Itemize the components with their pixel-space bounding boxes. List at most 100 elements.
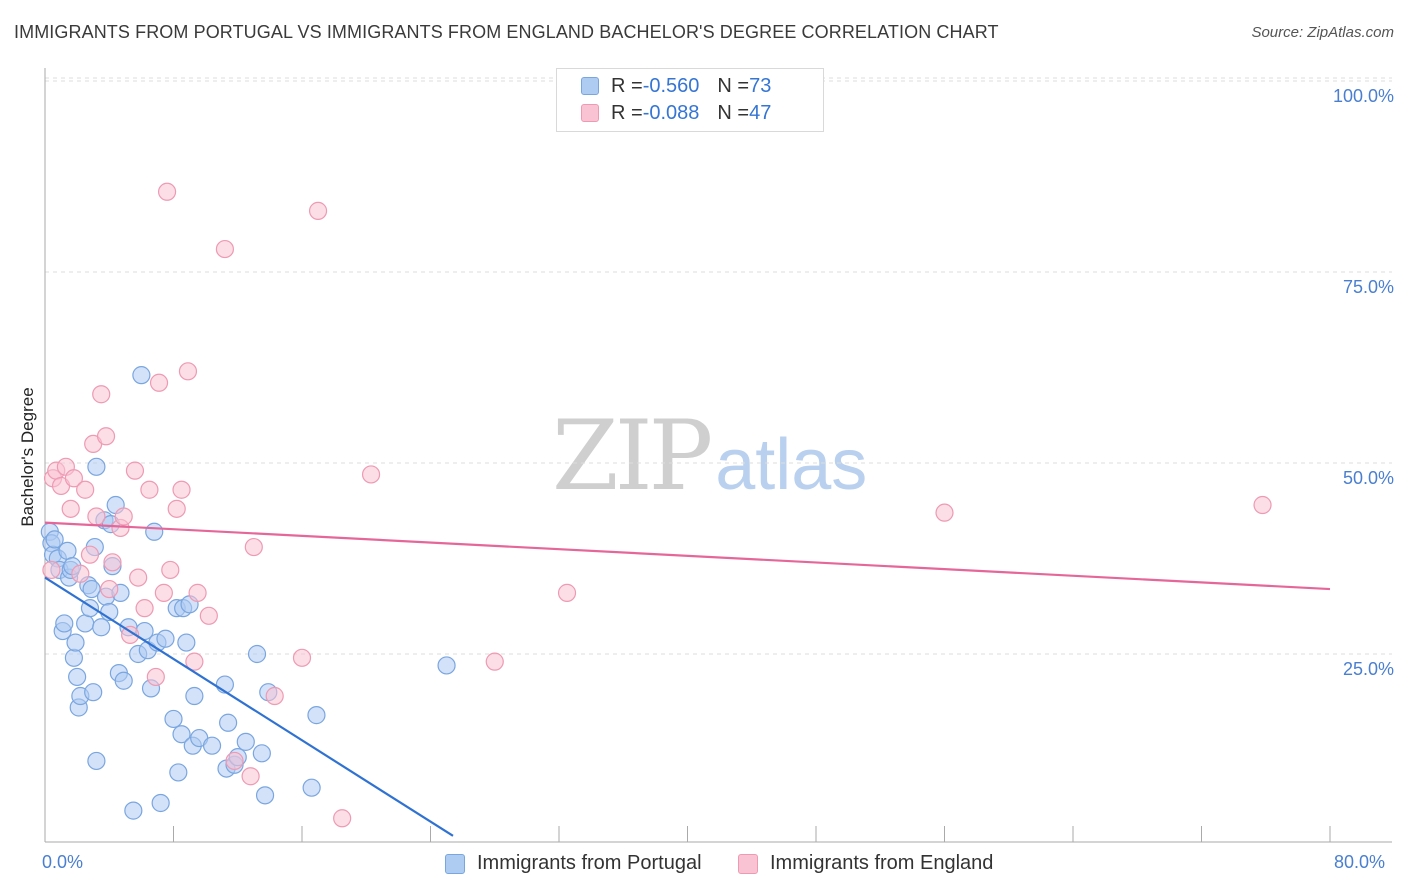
england-point	[129, 568, 148, 587]
england-point	[361, 465, 381, 484]
england-point	[61, 499, 80, 518]
portugal-point	[302, 778, 321, 797]
england-point	[135, 599, 154, 618]
legend-item-portugal[interactable]: Immigrants from Portugal	[445, 852, 702, 875]
portugal-point	[114, 671, 133, 690]
england-point	[80, 545, 100, 564]
portugal-point	[87, 457, 106, 476]
chart-title: IMMIGRANTS FROM PORTUGAL VS IMMIGRANTS F…	[14, 22, 999, 42]
england-point	[225, 751, 244, 771]
grid-layer	[45, 77, 1392, 655]
legend-r-value: -0.088	[642, 101, 700, 124]
england-point	[161, 560, 180, 580]
portugal-trend-line	[44, 576, 454, 837]
portugal-point	[236, 732, 255, 751]
england-point	[178, 362, 198, 381]
portugal-point	[164, 709, 183, 729]
portugal-point	[177, 633, 196, 652]
portugal-point	[437, 656, 456, 675]
england-swatch	[581, 104, 599, 122]
england-point	[64, 469, 84, 488]
portugal-point	[68, 667, 87, 687]
portugal-point	[87, 751, 106, 771]
england-point	[92, 385, 111, 404]
legend-n-value: 73	[749, 74, 772, 97]
y-tick-label-25: 25.0%	[1342, 659, 1394, 679]
england-point	[244, 537, 263, 557]
england-point	[125, 461, 145, 480]
y-tick-label-100: 100.0%	[1332, 86, 1394, 106]
england-point	[100, 579, 119, 599]
portugal-point	[82, 579, 101, 599]
legend-row-portugal: R = -0.560 N = 73	[581, 74, 771, 98]
portugal-point	[84, 683, 103, 702]
england-point	[557, 583, 577, 602]
correlation-legend: R = -0.560 N = 73 R = -0.088 N = 47	[556, 68, 824, 132]
legend-label-england: Immigrants from England	[770, 852, 994, 874]
portugal-point	[124, 801, 143, 820]
england-point	[103, 553, 122, 572]
england-point	[121, 625, 140, 645]
england-point	[154, 583, 173, 602]
points-layer	[40, 182, 1272, 828]
england-point	[215, 239, 234, 259]
portugal-point	[169, 763, 188, 782]
portugal-point	[172, 725, 191, 744]
england-point	[42, 560, 61, 580]
legend-label-portugal: Immigrants from Portugal	[477, 852, 702, 874]
portugal-point	[66, 633, 85, 652]
legend-r-label: R =	[611, 74, 643, 97]
watermark-atlas: atlas	[715, 425, 868, 505]
watermark-zip: ZIP	[552, 400, 713, 512]
england-point	[485, 652, 504, 671]
england-point	[157, 182, 177, 201]
england-legend-swatch	[738, 853, 758, 874]
portugal-point	[185, 686, 204, 706]
portugal-point	[76, 614, 95, 633]
portugal-point	[247, 644, 267, 664]
portugal-point	[92, 618, 111, 637]
england-point	[149, 373, 169, 392]
england-point	[188, 583, 207, 602]
england-point	[146, 667, 165, 687]
trend-layer	[44, 521, 1331, 837]
legend-row-england: R = -0.088 N = 47	[581, 101, 771, 125]
portugal-point	[307, 706, 326, 725]
england-point	[265, 686, 284, 706]
portugal-point	[151, 793, 170, 813]
x-tick-label-max: 80.0%	[1334, 852, 1386, 872]
x-tick-label-min: 0.0%	[42, 852, 84, 872]
england-point	[167, 499, 186, 518]
y-axis-label: Bachelor's Degree	[18, 387, 37, 527]
portugal-point	[156, 629, 175, 648]
england-point	[308, 201, 328, 220]
england-point	[71, 564, 90, 583]
y-tick-label-50: 50.0%	[1342, 468, 1394, 488]
england-point	[199, 606, 218, 625]
legend-n-label: N =	[717, 101, 750, 124]
portugal-legend-swatch	[445, 853, 465, 874]
legend-r-value: -0.560	[642, 74, 700, 97]
england-point	[76, 480, 95, 499]
england-point	[292, 648, 312, 667]
portugal-point	[145, 522, 164, 541]
y-tick-label-75: 75.0%	[1342, 277, 1394, 297]
legend-n-value: 47	[749, 101, 772, 124]
portugal-point	[202, 736, 222, 755]
england-point	[1253, 495, 1272, 515]
england-point	[87, 507, 106, 526]
legend-r-label: R =	[611, 101, 643, 124]
portugal-point	[45, 530, 64, 549]
england-point	[185, 652, 204, 671]
portugal-point	[64, 648, 84, 667]
portugal-swatch	[581, 77, 599, 95]
axis-layer	[44, 68, 1392, 843]
england-point	[172, 480, 191, 499]
england-point	[96, 427, 116, 446]
legend-item-england[interactable]: Immigrants from England	[738, 852, 993, 875]
england-point	[333, 809, 352, 828]
legend-n-label: N =	[717, 74, 750, 97]
portugal-point	[255, 786, 275, 805]
portugal-point	[219, 713, 238, 732]
